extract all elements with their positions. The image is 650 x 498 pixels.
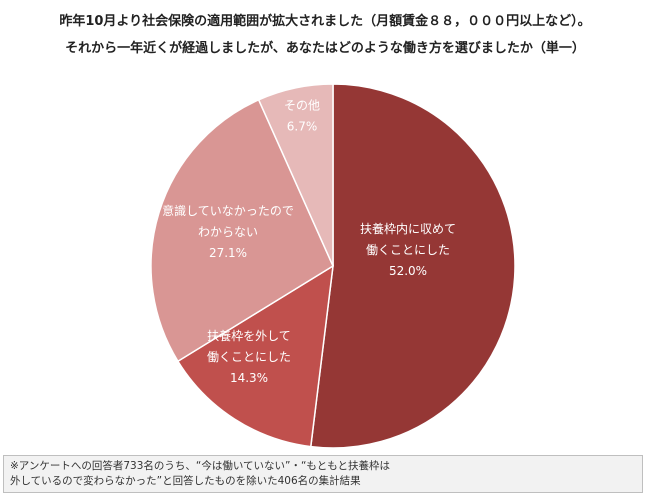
slice-2-label-line-2: 働くことにした bbox=[207, 350, 291, 364]
footnote: ※アンケートへの回答者733名のうち、“今は働いていない”・“もともと扶養枠は … bbox=[3, 455, 643, 493]
pie-slice-2 bbox=[176, 264, 334, 448]
footnote-line-2: 外しているので変わらなかった”と回答したものを除いた406名の集計結果 bbox=[10, 475, 361, 487]
slice-1-percent-label: 52.0% bbox=[389, 264, 427, 278]
pie-chart: 扶養枠内に収めて働くことにした52.0%扶養枠を外して働くことにした14.3%意… bbox=[150, 83, 516, 449]
slice-1-label-line-1: 扶養枠内に収めて bbox=[360, 221, 456, 236]
slice-4-label-line-1: その他 bbox=[284, 99, 320, 113]
slice-3-label-line-1: 意識していなかったので bbox=[162, 203, 294, 218]
pie-slice-4 bbox=[257, 83, 334, 267]
chart-title-line-2: それから一年近くが経過しましたが、あなたはどのような働き方を選びましたか（単一） bbox=[65, 41, 585, 56]
slice-2-percent-label: 14.3% bbox=[230, 371, 268, 385]
slice-4-percent-label: 6.7% bbox=[287, 120, 318, 134]
slice-3-percent-label: 27.1% bbox=[209, 246, 247, 260]
slice-2-label-line-1: 扶養枠を外して bbox=[207, 328, 291, 343]
pie-slice-1 bbox=[309, 83, 516, 449]
chart-title-line-1: 昨年10月より社会保険の適用範囲が拡大されました（月額賃金８８，０００円以上など… bbox=[59, 14, 591, 29]
slice-3-label-line-2: わからない bbox=[198, 225, 258, 239]
slice-1-label-line-2: 働くことにした bbox=[366, 243, 450, 257]
footnote-line-1: ※アンケートへの回答者733名のうち、“今は働いていない”・“もともと扶養枠は bbox=[10, 460, 391, 472]
